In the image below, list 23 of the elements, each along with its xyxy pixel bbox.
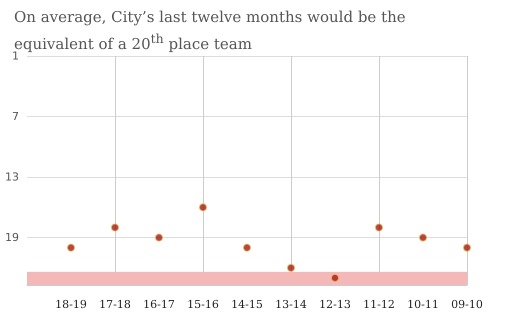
x-tick-label: 16-17: [143, 298, 175, 311]
point: [67, 244, 75, 252]
x-tick-label: 18-19: [55, 298, 87, 311]
y-tick-label: 19: [5, 231, 19, 244]
x-tick-label: 14-15: [231, 298, 263, 311]
point: [331, 274, 339, 282]
y-tick-label: 13: [5, 170, 19, 184]
x-tick-label: 17-18: [99, 298, 131, 311]
point: [287, 264, 295, 272]
x-tick-label: 12-13: [319, 298, 351, 311]
point: [419, 234, 427, 242]
x-tick-label: 13-14: [275, 298, 307, 311]
point: [243, 244, 251, 252]
x-tick-label: 15-16: [187, 298, 219, 311]
x-tick-label: 10-11: [407, 298, 439, 311]
point: [463, 244, 471, 252]
x-tick-label: 09-10: [451, 298, 483, 311]
point: [375, 224, 383, 232]
point: [155, 234, 163, 242]
point: [111, 224, 119, 232]
point: [199, 203, 207, 212]
y-tick-label: 7: [12, 110, 19, 124]
x-tick-label: 11-12: [363, 298, 395, 311]
